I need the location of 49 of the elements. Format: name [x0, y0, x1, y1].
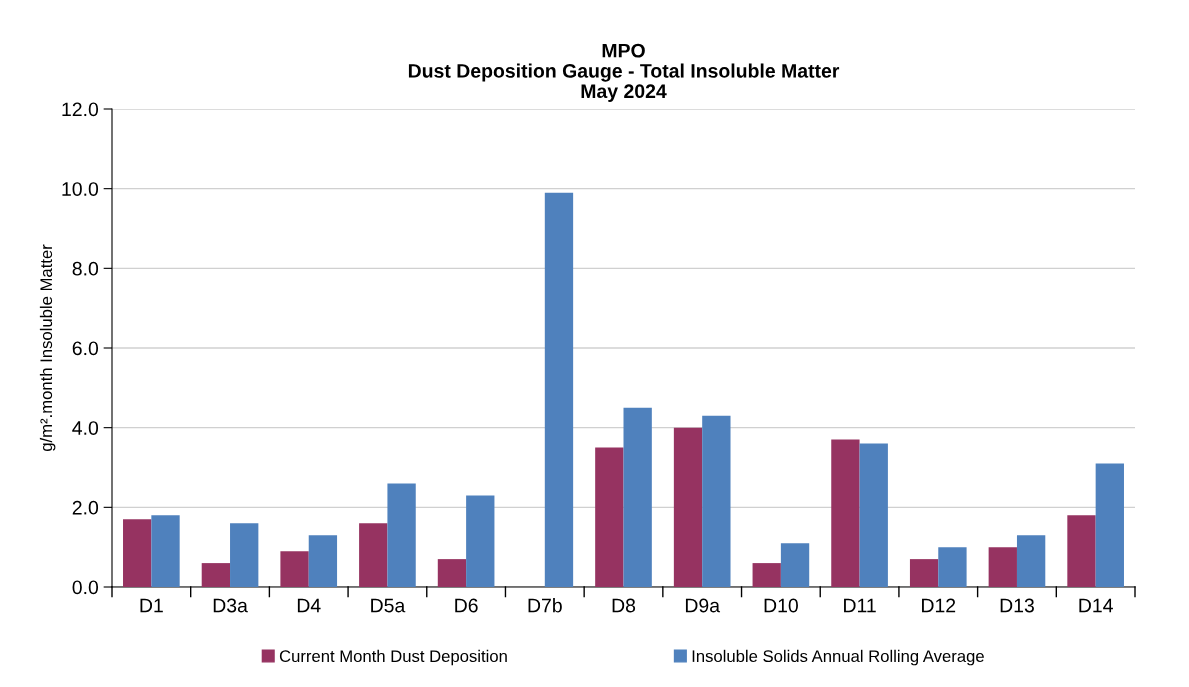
- bar: [466, 495, 495, 587]
- x-tick-label: D10: [764, 598, 798, 613]
- bar: [673, 427, 703, 587]
- bar: [909, 559, 939, 587]
- y-tick-label: 6.0: [72, 341, 99, 356]
- x-tick-label: D5a: [371, 598, 406, 613]
- bar: [780, 543, 810, 587]
- x-tick-label: D7b: [528, 598, 562, 613]
- bar: [831, 439, 860, 587]
- y-axis-title: g/m².month Insoluble Matter: [39, 244, 56, 452]
- bar: [151, 515, 180, 587]
- bar: [1016, 535, 1046, 587]
- bar: [938, 547, 967, 587]
- bar: [308, 535, 338, 587]
- bar: [1067, 515, 1096, 587]
- x-tick-label: D13: [1000, 598, 1034, 613]
- bar: [359, 523, 388, 587]
- y-tick-label: 2.0: [72, 500, 99, 515]
- bar: [230, 523, 259, 587]
- x-tick-label: D12: [922, 598, 956, 613]
- y-tick-label: 0.0: [72, 580, 99, 595]
- x-tick-label: D11: [844, 598, 876, 613]
- legend-label: Current Month Dust Deposition: [279, 649, 507, 666]
- bar: [623, 407, 652, 587]
- bar: [437, 559, 467, 587]
- bar: [544, 192, 574, 587]
- x-tick-label: D14: [1079, 598, 1113, 613]
- x-tick-label: D9a: [685, 598, 721, 613]
- y-tick-label: 4.0: [72, 421, 99, 435]
- bar: [988, 547, 1017, 587]
- y-tick-label: 12.0: [62, 102, 99, 117]
- legend-label: Insoluble Solids Annual Rolling Average: [692, 649, 984, 666]
- bar: [201, 563, 231, 587]
- bar: [387, 483, 416, 587]
- x-tick-label: D3a: [213, 598, 248, 613]
- x-tick-label: D4: [297, 598, 321, 613]
- bar: [752, 563, 781, 587]
- bar: [595, 447, 624, 587]
- x-tick-label: D6: [455, 598, 478, 613]
- bar: [280, 551, 309, 587]
- bar: [123, 519, 152, 587]
- bar: [702, 415, 731, 587]
- y-tick-label: 8.0: [72, 261, 99, 276]
- y-tick-label: 10.0: [62, 182, 99, 196]
- bar: [1095, 463, 1124, 587]
- x-tick-label: D1: [140, 598, 163, 613]
- x-tick-label: D8: [612, 598, 636, 613]
- bar: [859, 443, 888, 587]
- chart-title: MPO Dust Deposition Gauge - Total Insoluble Matter May 2024: [408, 43, 840, 102]
